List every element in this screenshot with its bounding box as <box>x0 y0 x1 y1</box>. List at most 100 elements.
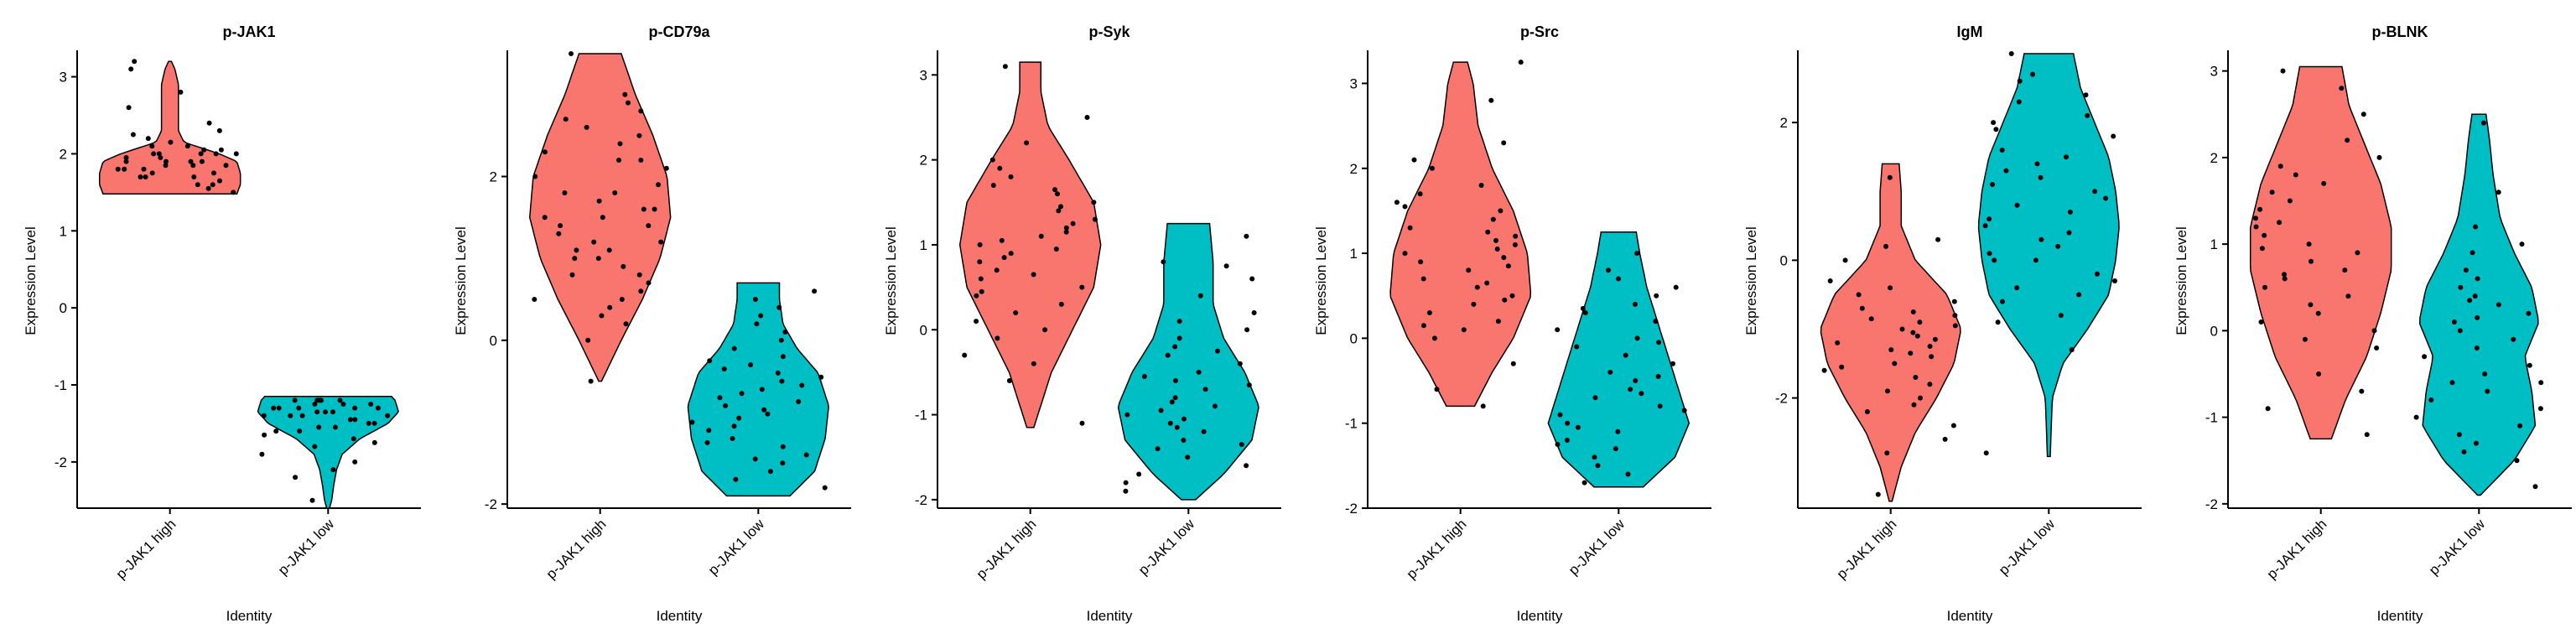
data-point <box>2485 388 2490 394</box>
data-point <box>309 497 315 503</box>
x-tick-label: p-JAK1 low <box>1566 516 1628 579</box>
data-point <box>1927 344 1933 349</box>
data-point <box>2287 198 2293 204</box>
data-point <box>1420 276 1426 282</box>
data-point <box>2038 236 2044 242</box>
data-point <box>2461 449 2467 454</box>
data-point <box>1913 375 1919 380</box>
data-point <box>730 436 735 441</box>
data-point <box>752 456 758 462</box>
data-point <box>190 163 196 169</box>
data-point <box>1633 378 1639 383</box>
data-point <box>977 242 983 247</box>
data-point <box>312 402 318 407</box>
data-point <box>1918 395 1923 401</box>
panel-p-jak1: p-JAK1 -2 -1 0 1 2 3 Expression Level p-JAK1 hig… <box>23 23 421 624</box>
data-point <box>780 444 786 449</box>
data-point <box>1123 480 1129 486</box>
x-tick-label: p-JAK1 low <box>1996 516 2059 579</box>
data-point <box>1042 327 1048 333</box>
data-point <box>1169 399 1175 405</box>
x-tick-label: p-JAK1 low <box>275 516 338 579</box>
data-point <box>1091 200 1097 205</box>
violin-low <box>1117 222 1259 501</box>
data-point <box>1013 310 1019 315</box>
data-point <box>340 402 346 407</box>
data-point <box>316 424 322 430</box>
data-point <box>191 174 197 179</box>
data-point <box>231 190 236 195</box>
data-point <box>974 293 979 299</box>
data-point <box>332 424 338 430</box>
data-point <box>1927 382 1933 387</box>
data-point <box>780 460 786 466</box>
data-point <box>752 297 758 302</box>
panel-title: p-JAK1 <box>222 23 275 40</box>
data-point <box>1952 313 1958 319</box>
data-point <box>123 158 129 164</box>
data-point <box>2376 154 2382 160</box>
data-point <box>1952 323 1958 329</box>
data-point <box>656 182 661 188</box>
data-point <box>2038 174 2044 180</box>
data-point <box>978 276 984 282</box>
data-point <box>1223 263 1229 269</box>
data-point <box>1595 463 1601 469</box>
data-point <box>2262 232 2267 238</box>
data-point <box>1394 200 1400 205</box>
data-point <box>1185 454 1191 460</box>
data-point <box>2517 423 2523 428</box>
data-point <box>1079 284 1085 290</box>
data-point <box>542 215 548 221</box>
data-point <box>1001 255 1007 261</box>
data-point <box>1052 187 1057 193</box>
data-point <box>2265 406 2271 412</box>
data-point <box>731 423 737 429</box>
data-point <box>2257 206 2263 212</box>
data-point <box>296 405 302 411</box>
panel-igm: IgM -2 0 2 Expression Level p-JAK1 high p-JAK1… <box>1743 23 2142 624</box>
data-point <box>1990 182 1996 187</box>
data-point <box>803 452 809 458</box>
y-tick-label: -1 <box>55 377 67 393</box>
data-point <box>352 417 358 423</box>
data-point <box>1884 450 1890 456</box>
data-point <box>759 387 765 392</box>
data-point <box>1513 233 1519 239</box>
data-point <box>1498 208 1504 214</box>
data-point <box>138 174 143 179</box>
data-point <box>2083 92 2089 98</box>
data-point <box>1910 330 1916 335</box>
data-point <box>1512 242 1518 247</box>
data-point <box>2458 284 2464 290</box>
x-tick-label: p-JAK1 high <box>1834 516 1900 582</box>
data-point <box>1634 335 1640 341</box>
data-point <box>2527 362 2532 368</box>
data-point <box>1914 333 1920 339</box>
x-axis-label: Identity <box>657 608 703 624</box>
data-point <box>2016 99 2022 105</box>
data-point <box>707 358 713 364</box>
data-point <box>330 409 335 415</box>
data-point <box>1839 364 1845 370</box>
data-point <box>572 256 578 262</box>
data-point <box>796 399 802 404</box>
data-point <box>1495 319 1501 325</box>
data-point <box>1616 276 1622 282</box>
data-point <box>1634 251 1640 257</box>
data-point <box>188 158 194 164</box>
data-point <box>168 139 174 145</box>
data-point <box>812 288 818 294</box>
data-point <box>123 155 129 160</box>
data-point <box>754 321 760 327</box>
data-point <box>1079 420 1085 426</box>
data-point <box>195 182 200 188</box>
data-point <box>2003 168 2009 174</box>
data-point <box>999 237 1005 243</box>
data-point <box>2111 133 2116 139</box>
panel-p-blnk: p-BLNK -2 -1 0 1 2 3 Expression Level p-JAK1 hig… <box>2174 23 2572 624</box>
y-tick-label: 3 <box>60 70 67 86</box>
data-point <box>1008 251 1014 257</box>
data-point <box>1244 327 1250 333</box>
